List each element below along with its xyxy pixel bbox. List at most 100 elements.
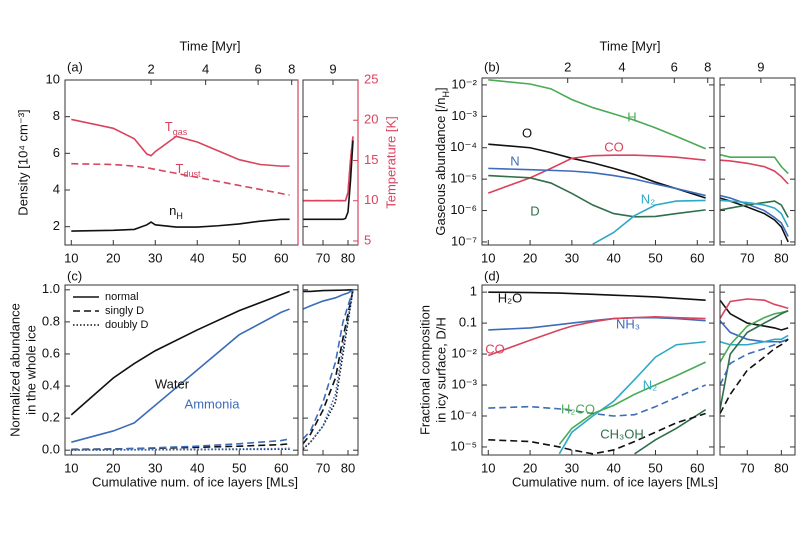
species-label: Water (155, 376, 190, 391)
series-line (488, 384, 706, 417)
series-line (720, 153, 789, 175)
y2-tick-label: 5 (364, 232, 371, 247)
series-line (488, 316, 706, 331)
series-line (303, 289, 354, 440)
x-tick-label: 10 (64, 250, 78, 265)
series-line (71, 218, 290, 232)
top-tick-label: 9 (329, 61, 336, 76)
x-tick-label: 10 (481, 460, 495, 475)
x-tick-label: 40 (606, 460, 620, 475)
y-tick-label: 10⁻⁴ (450, 407, 477, 422)
plot-frame (302, 284, 359, 456)
y-tick-label: 0.8 (42, 313, 60, 328)
series-line (558, 361, 706, 445)
series-label: CO (604, 139, 624, 154)
x-tick-label: 20 (523, 250, 537, 265)
series-line (71, 162, 290, 196)
y-axis-label-part: ] (433, 87, 448, 91)
y-tick-label: 10⁻⁵ (450, 438, 477, 453)
top-tick-label: 4 (618, 59, 625, 74)
series-line (592, 199, 706, 245)
series-line (488, 174, 706, 218)
y2-tick-label: 25 (364, 71, 378, 86)
top-axis-label: Time [Myr] (180, 38, 241, 53)
y-tick-label: 10 (46, 71, 60, 86)
y-tick-label: 10⁻² (451, 76, 477, 91)
y-axis-label-part: H (441, 91, 451, 98)
series-line (303, 136, 354, 202)
y-tick-label: 10⁻³ (451, 376, 477, 391)
y-tick-label: 0.6 (42, 345, 60, 360)
panel-label: (c) (67, 268, 82, 283)
x-tick-label: 40 (190, 250, 204, 265)
series-line (303, 289, 354, 310)
series-label-part: dust (183, 169, 201, 179)
x-tick-label: 60 (274, 250, 288, 265)
series-label: N₂ (643, 377, 657, 392)
x-tick-label: 30 (565, 460, 579, 475)
series-line (71, 308, 290, 443)
series-label-part: H (176, 211, 183, 221)
series-label-part: T (165, 119, 173, 134)
top-tick-label: 8 (704, 59, 711, 74)
y-axis-label: Fractional composition (417, 305, 432, 435)
x-tick-label: 70 (316, 250, 330, 265)
plot-frame (64, 284, 299, 456)
x-tick-label: 80 (341, 250, 355, 265)
y2-tick-label: 10 (364, 192, 378, 207)
species-label: Ammonia (185, 396, 241, 411)
series-label: H₂CO (561, 401, 595, 416)
series-line (71, 438, 290, 451)
top-tick-label: 8 (288, 61, 295, 76)
y-axis-label: in icy surface, D/H (433, 317, 448, 422)
y-tick-label: 10⁻⁴ (450, 139, 477, 154)
series-line (303, 289, 354, 449)
x-tick-label: 30 (148, 250, 162, 265)
x-tick-label: 70 (740, 250, 754, 265)
x-axis-label: Cumulative num. of ice layers [MLs] (512, 474, 718, 489)
x-tick-label: 80 (774, 460, 788, 475)
top-tick-label: 6 (254, 61, 261, 76)
series-label-part: T (176, 161, 184, 176)
plot-frame (481, 284, 715, 456)
series-line (720, 310, 789, 363)
series-label: CH₃OH (600, 426, 644, 441)
panel-label: (a) (67, 59, 83, 74)
series-line (720, 338, 789, 386)
y-tick-label: 1 (470, 284, 477, 299)
x-tick-label: 20 (523, 460, 537, 475)
x-tick-label: 10 (481, 250, 495, 265)
series-label: N₂ (641, 191, 655, 206)
series-label: N (510, 153, 519, 168)
series-line (558, 340, 706, 455)
x-tick-label: 70 (316, 460, 330, 475)
x-tick-label: 50 (232, 250, 246, 265)
y-tick-label: 10⁻⁶ (450, 202, 477, 217)
x-tick-label: 80 (341, 460, 355, 475)
plot-frame (719, 284, 796, 456)
series-label: H (627, 109, 636, 124)
y2-tick-label: 20 (364, 112, 378, 127)
x-tick-label: 40 (190, 460, 204, 475)
top-tick-label: 9 (757, 59, 764, 74)
series-label-part: n (169, 203, 176, 218)
x-tick-label: 50 (648, 250, 662, 265)
x-tick-label: 40 (606, 250, 620, 265)
plot-frame (481, 77, 715, 246)
series-line (488, 79, 706, 150)
x-tick-label: 30 (148, 460, 162, 475)
series-label: O (522, 125, 532, 140)
y-axis-label: Density [10⁴ cm⁻³] (15, 109, 30, 215)
y-tick-label: 0.4 (42, 377, 60, 392)
y2-tick-label: 15 (364, 152, 378, 167)
panel-label: (d) (484, 268, 500, 283)
y-tick-label: 10⁻⁵ (450, 171, 477, 186)
plot-frame (719, 77, 796, 246)
series-line (720, 194, 789, 237)
x-tick-label: 60 (274, 460, 288, 475)
y-tick-label: 8 (53, 108, 60, 123)
x-axis-label: Cumulative num. of ice layers [MLs] (92, 474, 298, 489)
series-line (488, 167, 706, 197)
legend-label: normal (105, 291, 139, 303)
